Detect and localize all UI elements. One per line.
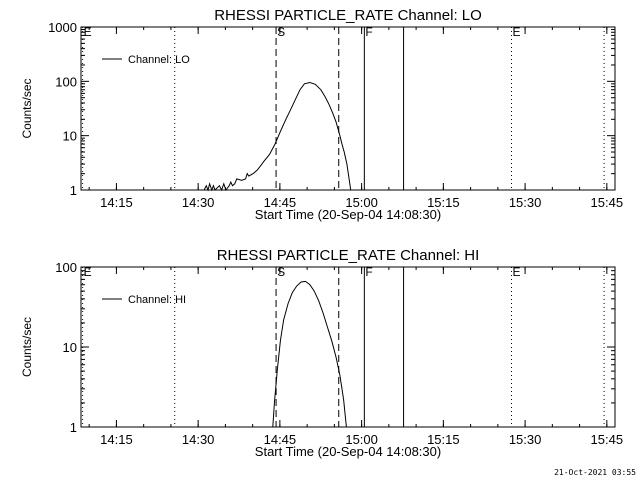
marker-label: F xyxy=(365,25,372,39)
x-tick-label: 14:30 xyxy=(182,195,215,210)
marker-label: F xyxy=(365,265,372,279)
chart-panel-lo: RHESSI PARTICLE_RATE Channel: LO Counts/s… xyxy=(20,7,623,222)
x-axis-label: Start Time (20-Sep-04 14:08:30) xyxy=(255,207,441,222)
series-line xyxy=(272,280,347,428)
x-tick-label: 14:15 xyxy=(100,432,133,447)
x-tick-label: 15:15 xyxy=(427,432,460,447)
x-tick-label: 15:45 xyxy=(591,432,624,447)
x-tick-label: 15:15 xyxy=(427,195,460,210)
x-tick-label: 14:30 xyxy=(182,432,215,447)
marker-label: S xyxy=(277,265,285,279)
x-tick-label: 14:15 xyxy=(100,195,133,210)
chart-title: RHESSI PARTICLE_RATE Channel: LO xyxy=(214,7,482,24)
legend-label: Channel: LO xyxy=(128,54,190,66)
x-tick-label: 15:00 xyxy=(345,432,378,447)
marker-label: S xyxy=(277,25,285,39)
y-axis-label: Counts/sec xyxy=(20,317,34,377)
chart-title: RHESSI PARTICLE_RATE Channel: HI xyxy=(217,247,480,264)
y-tick-label: 10 xyxy=(63,340,77,355)
y-tick-label: 100 xyxy=(55,74,77,89)
marker-label: E xyxy=(512,25,520,39)
x-tick-label: 15:00 xyxy=(345,195,378,210)
plot-frame xyxy=(80,26,616,191)
x-tick-label: 14:45 xyxy=(264,195,297,210)
marker-label: E xyxy=(84,25,92,39)
y-tick-label: 1000 xyxy=(48,20,77,35)
y-tick-label: 1 xyxy=(70,420,77,435)
x-tick-label: 15:30 xyxy=(509,195,542,210)
y-tick-label: 1 xyxy=(70,183,77,198)
marker-label: E xyxy=(512,265,520,279)
legend-label: Channel: HI xyxy=(128,294,186,306)
x-axis-label: Start Time (20-Sep-04 14:08:30) xyxy=(255,444,441,459)
marker-label: E xyxy=(84,265,92,279)
plot-frame xyxy=(80,266,616,428)
x-tick-label: 15:30 xyxy=(509,432,542,447)
chart-panel-hi: RHESSI PARTICLE_RATE Channel: HI Counts/s… xyxy=(20,247,623,459)
y-tick-label: 10 xyxy=(63,129,77,144)
series-line xyxy=(203,81,352,192)
x-tick-label: 15:45 xyxy=(591,195,624,210)
x-tick-label: 14:45 xyxy=(264,432,297,447)
timestamp-footer: 21-Oct-2021 03:55 xyxy=(554,468,636,477)
y-axis-label: Counts/sec xyxy=(20,78,34,138)
y-tick-label: 100 xyxy=(55,260,77,275)
